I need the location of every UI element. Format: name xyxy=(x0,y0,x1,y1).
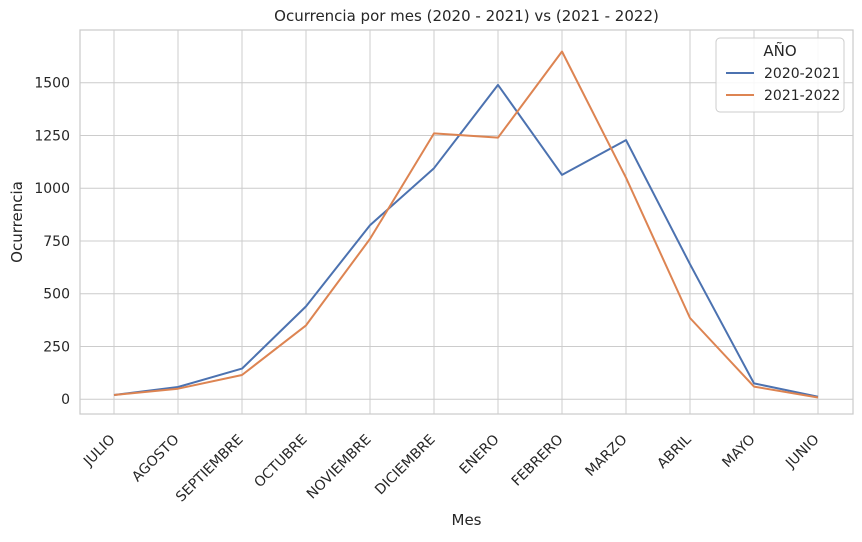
y-tick-label: 250 xyxy=(43,339,70,355)
legend-entry-label: 2020-2021 xyxy=(764,66,840,82)
x-axis-label: Mes xyxy=(452,511,482,529)
plot-area xyxy=(79,29,854,415)
series-line-2021-2022 xyxy=(113,50,819,399)
legend-box xyxy=(715,37,845,113)
y-tick-label: 1500 xyxy=(34,76,70,92)
y-axis-label: Ocurrencia xyxy=(8,181,26,263)
chart-title: Ocurrencia por mes (2020 - 2021) vs (202… xyxy=(274,7,659,25)
series-line-2020-2021 xyxy=(113,83,819,398)
legend: AÑO 2020-2021 2021-2022 xyxy=(715,37,845,113)
y-tick-label: 750 xyxy=(43,234,70,250)
y-tick-label: 500 xyxy=(43,287,70,303)
legend-entry-label: 2021-2022 xyxy=(764,88,840,104)
legend-title: AÑO xyxy=(763,41,796,60)
y-tick-label: 1000 xyxy=(34,181,70,197)
y-tick-label: 1250 xyxy=(34,128,70,144)
y-tick-label: 0 xyxy=(61,392,70,408)
